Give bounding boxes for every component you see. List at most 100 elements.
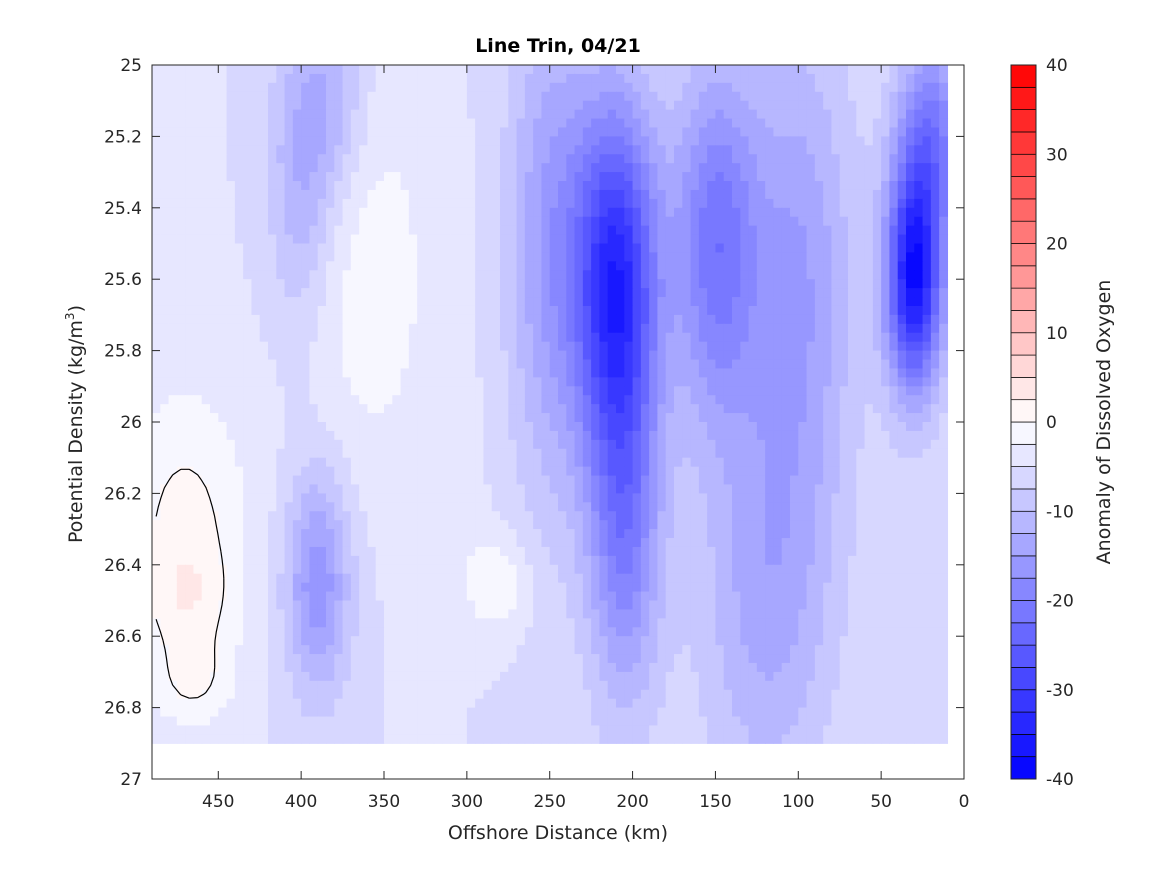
contour-cell — [690, 305, 700, 316]
contour-cell — [342, 181, 352, 191]
contour-cell — [234, 163, 244, 173]
contour-cell — [897, 109, 907, 120]
contour-cell — [881, 172, 891, 182]
contour-cell — [433, 189, 443, 200]
contour-cell — [392, 234, 402, 245]
contour-cell — [375, 234, 385, 245]
contour-cell — [624, 261, 634, 271]
contour-cell — [251, 341, 261, 352]
contour-cell — [574, 422, 584, 432]
contour-cell — [292, 91, 302, 102]
contour-cell — [193, 439, 203, 450]
contour-cell — [524, 65, 534, 75]
contour-cell — [400, 216, 410, 227]
contour-cell — [483, 511, 493, 521]
contour-cell — [657, 386, 667, 396]
contour-cell — [301, 404, 311, 414]
contour-cell — [715, 82, 725, 93]
contour-cell — [425, 65, 435, 75]
contour-cell — [558, 73, 567, 84]
contour-cell — [790, 288, 799, 298]
contour-cell — [756, 288, 766, 298]
contour-cell — [226, 305, 236, 316]
contour-cell — [466, 73, 476, 84]
contour-cell — [168, 73, 178, 84]
contour-cell — [881, 252, 891, 262]
contour-cell — [930, 154, 940, 164]
contour-cell — [698, 323, 708, 334]
contour-cell — [632, 91, 642, 102]
contour-cell — [549, 82, 559, 93]
contour-cell — [516, 261, 526, 271]
contour-cell — [889, 341, 899, 352]
contour-cell — [442, 145, 451, 155]
contour-cell — [400, 350, 410, 361]
contour-cell — [516, 323, 526, 334]
contour-cell — [715, 377, 725, 387]
contour-cell — [317, 118, 327, 129]
contour-cell — [218, 395, 228, 405]
contour-cell — [740, 198, 750, 209]
contour-cell — [491, 225, 501, 236]
contour-cell — [425, 448, 435, 459]
contour-cell — [392, 341, 402, 352]
contour-cell — [408, 430, 418, 441]
contour-cell — [831, 377, 841, 387]
contour-cell — [433, 243, 443, 254]
contour-cell — [765, 314, 775, 325]
contour-cell — [350, 225, 360, 236]
contour-cell — [292, 109, 302, 120]
contour-cell — [408, 216, 418, 227]
contour-cell — [922, 332, 932, 343]
contour-cell — [848, 225, 857, 236]
contour-cell — [566, 377, 576, 387]
contour-cell — [823, 145, 833, 155]
contour-cell — [475, 332, 485, 343]
contour-cell — [715, 386, 725, 396]
contour-cell — [350, 386, 360, 396]
contour-cell — [740, 457, 750, 468]
contour-cell — [210, 314, 219, 325]
contour-cell — [707, 484, 717, 494]
contour-cell — [698, 65, 708, 75]
contour-cell — [864, 100, 874, 111]
contour-cell — [276, 118, 286, 129]
contour-cell — [748, 163, 758, 173]
contour-cell — [839, 234, 849, 245]
contour-cell — [466, 323, 476, 334]
contour-cell — [483, 323, 493, 334]
contour-cell — [922, 198, 932, 209]
contour-cell — [624, 198, 634, 209]
contour-cell — [458, 172, 468, 182]
contour-cell — [425, 386, 435, 396]
contour-cell — [732, 207, 741, 218]
contour-cell — [839, 100, 849, 111]
contour-cell — [682, 493, 692, 503]
contour-cell — [284, 261, 294, 271]
contour-cell — [185, 154, 195, 164]
contour-cell — [284, 332, 294, 343]
contour-cell — [649, 386, 659, 396]
contour-cell — [864, 350, 874, 361]
contour-cell — [168, 270, 178, 280]
contour-cell — [574, 118, 584, 129]
contour-cell — [814, 91, 824, 102]
contour-cell — [483, 136, 493, 146]
contour-cell — [640, 172, 650, 182]
contour-cell — [500, 323, 509, 334]
contour-cell — [292, 511, 302, 521]
contour-cell — [491, 172, 501, 182]
contour-cell — [773, 207, 783, 218]
contour-cell — [210, 243, 219, 254]
contour-cell — [392, 109, 402, 120]
contour-cell — [508, 466, 518, 477]
contour-cell — [185, 404, 195, 414]
contour-cell — [284, 163, 294, 173]
contour-cell — [251, 502, 261, 512]
contour-cell — [881, 520, 891, 530]
contour-cell — [400, 457, 410, 468]
contour-cell — [309, 484, 319, 494]
contour-cell — [160, 288, 170, 298]
contour-cell — [168, 145, 178, 155]
contour-cell — [500, 198, 509, 209]
